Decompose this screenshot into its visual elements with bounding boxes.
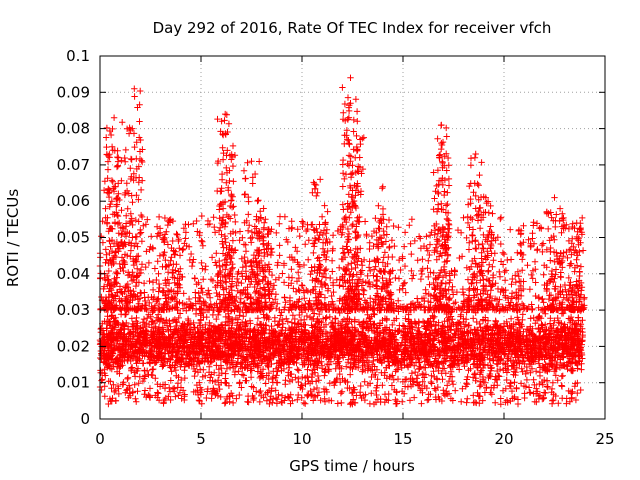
- data-point: [358, 331, 366, 338]
- data-point: [372, 371, 379, 379]
- data-point: [524, 326, 532, 334]
- data-point: [124, 375, 131, 383]
- data-point: [409, 324, 416, 331]
- data-point: [360, 318, 367, 325]
- data-point: [447, 368, 455, 375]
- data-point: [226, 364, 234, 371]
- data-point: [447, 313, 455, 320]
- data-point: [552, 372, 559, 379]
- data-points: [96, 74, 588, 408]
- data-point: [206, 319, 213, 327]
- chart-title: Day 292 of 2016, Rate Of TEC Index for r…: [153, 19, 552, 37]
- data-point: [316, 354, 323, 362]
- data-point: [389, 372, 396, 379]
- data-point: [240, 313, 247, 320]
- data-point: [175, 314, 182, 322]
- data-point: [231, 368, 239, 376]
- data-point: [277, 312, 284, 319]
- data-point: [470, 315, 477, 322]
- data-point: [121, 311, 129, 318]
- data-point: [535, 324, 542, 332]
- data-point: [274, 368, 281, 375]
- data-point: [303, 312, 311, 320]
- data-point: [149, 366, 156, 373]
- data-point: [427, 378, 435, 386]
- data-point: [144, 314, 151, 322]
- data-point: [527, 369, 534, 376]
- data-point: [378, 359, 385, 367]
- data-point: [232, 363, 239, 370]
- data-point: [343, 363, 350, 370]
- data-point: [527, 361, 534, 368]
- data-point: [578, 366, 585, 373]
- data-point: [519, 316, 526, 324]
- data-point: [392, 336, 400, 344]
- data-point: [347, 371, 354, 378]
- data-point: [165, 327, 172, 335]
- data-point: [218, 321, 226, 328]
- data-point: [390, 376, 397, 383]
- data-point: [368, 373, 375, 381]
- data-point: [139, 360, 147, 367]
- data-point: [168, 368, 175, 375]
- data-point: [254, 315, 262, 322]
- data-point: [415, 324, 422, 331]
- data-point: [528, 365, 536, 372]
- data-point: [449, 381, 457, 388]
- data-point: [291, 315, 298, 323]
- data-point: [145, 311, 152, 318]
- data-point: [461, 363, 468, 370]
- data-point: [523, 367, 531, 374]
